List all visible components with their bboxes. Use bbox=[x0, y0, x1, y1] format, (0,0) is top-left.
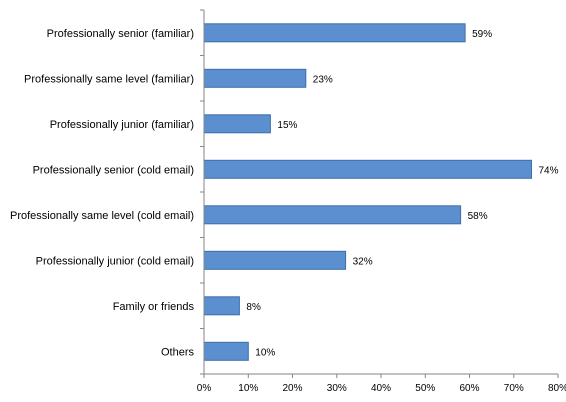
category-label: Professionally junior (familiar) bbox=[50, 119, 194, 131]
category-label: Professionally same level (cold email) bbox=[10, 210, 194, 222]
category-label: Professionally senior (familiar) bbox=[47, 28, 194, 40]
data-label: 58% bbox=[468, 211, 488, 222]
category-label: Professionally junior (cold email) bbox=[36, 255, 194, 267]
data-label: 10% bbox=[255, 347, 275, 358]
category-label: Others bbox=[161, 346, 195, 358]
data-label: 59% bbox=[472, 29, 492, 40]
data-label: 23% bbox=[313, 74, 333, 85]
bar bbox=[203, 250, 347, 270]
data-label: 74% bbox=[539, 165, 559, 176]
x-tick-label: 70% bbox=[504, 383, 524, 394]
bar bbox=[203, 159, 532, 179]
x-tick-label: 80% bbox=[548, 383, 566, 394]
x-tick-label: 10% bbox=[238, 383, 258, 394]
data-label: 8% bbox=[246, 302, 261, 313]
bar bbox=[203, 68, 307, 88]
data-label: 32% bbox=[353, 256, 373, 267]
x-tick-label: 60% bbox=[459, 383, 479, 394]
data-label: 15% bbox=[277, 120, 297, 131]
category-label: Family or friends bbox=[113, 301, 195, 313]
category-label: Professionally same level (familiar) bbox=[24, 73, 194, 85]
bar bbox=[203, 205, 462, 225]
category-label: Professionally senior (cold email) bbox=[33, 164, 194, 176]
bar bbox=[203, 341, 249, 361]
bar bbox=[203, 114, 271, 134]
bar bbox=[203, 23, 466, 43]
bar bbox=[203, 296, 240, 316]
x-tick-label: 20% bbox=[282, 383, 302, 394]
x-tick-label: 0% bbox=[197, 383, 212, 394]
x-tick-label: 50% bbox=[415, 383, 435, 394]
x-tick-label: 30% bbox=[327, 383, 347, 394]
x-tick-label: 40% bbox=[371, 383, 391, 394]
